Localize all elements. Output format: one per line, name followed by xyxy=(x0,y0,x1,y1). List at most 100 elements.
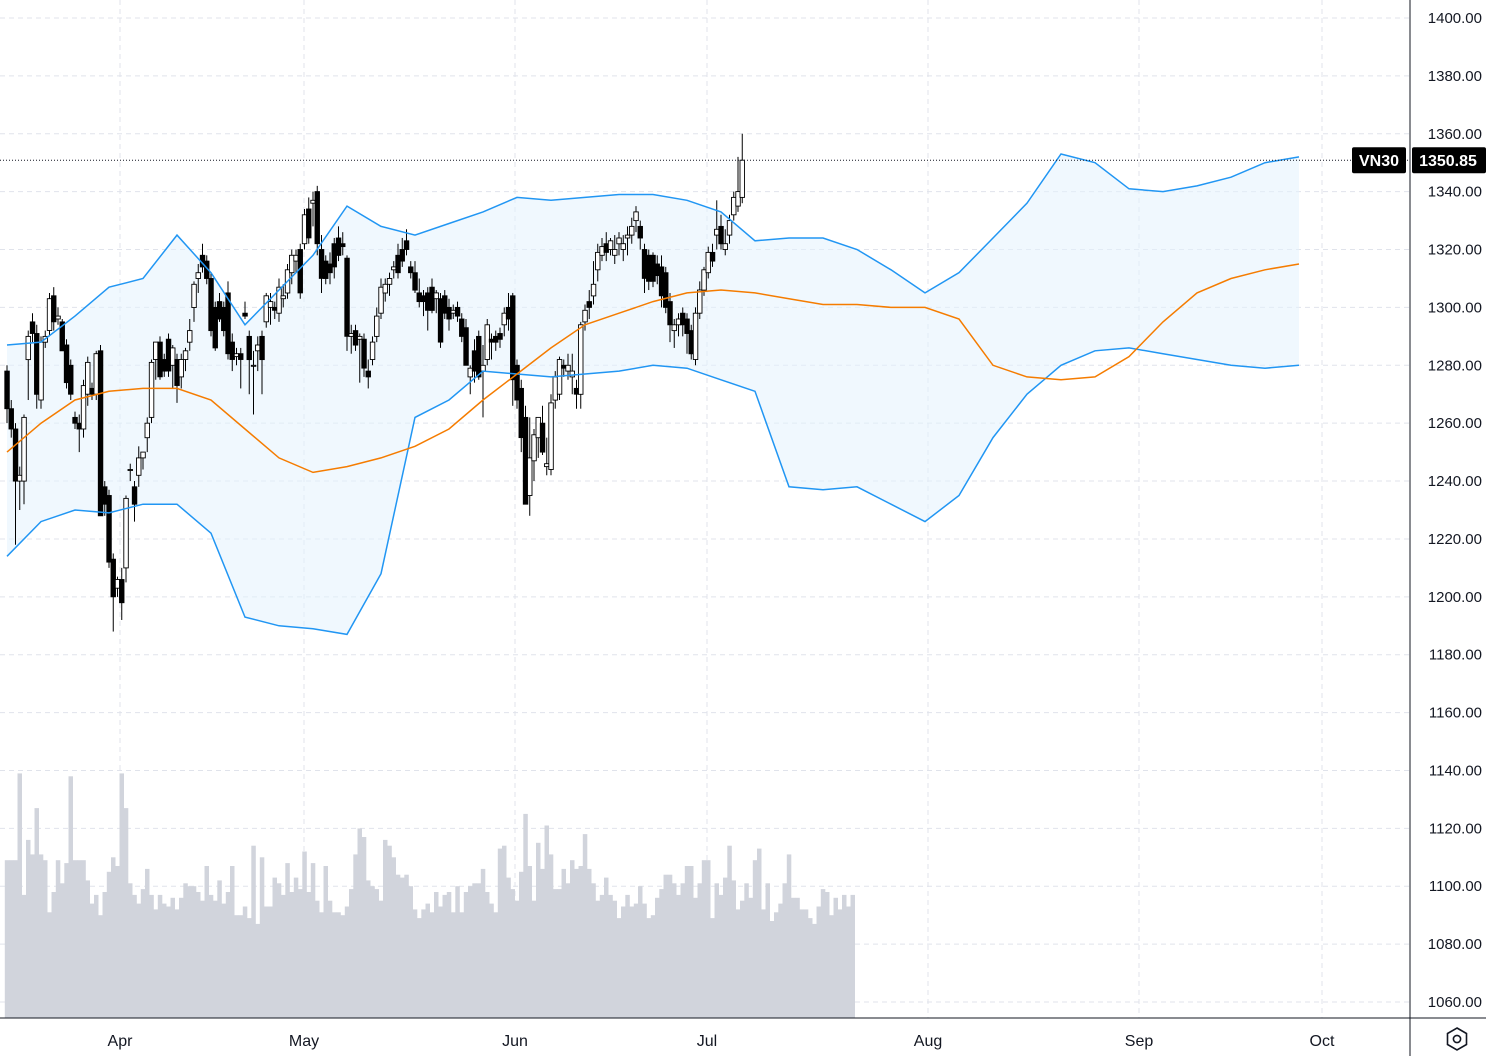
candle-body xyxy=(378,286,384,314)
candle xyxy=(246,330,252,395)
candle xyxy=(97,345,104,517)
volume-bar xyxy=(672,883,677,1018)
volume-bar xyxy=(145,868,150,1018)
candle-body xyxy=(297,249,303,294)
candle xyxy=(399,237,405,267)
volume-bar xyxy=(608,894,613,1018)
y-tick-label: 1100.00 xyxy=(1429,878,1482,895)
candle-body xyxy=(208,278,214,332)
volume-bar xyxy=(497,848,503,1018)
candle xyxy=(578,321,584,409)
volume-bar xyxy=(81,860,86,1018)
candle-body xyxy=(437,298,444,343)
candle-body xyxy=(280,295,286,300)
candle-body xyxy=(272,306,278,311)
volume-bar xyxy=(574,868,579,1018)
candle-body xyxy=(467,367,473,378)
volume-bar xyxy=(306,892,311,1018)
candle-body xyxy=(153,341,159,360)
volume-bar xyxy=(795,897,800,1018)
y-tick-label: 1240.00 xyxy=(1428,473,1482,490)
candle-body xyxy=(671,324,677,332)
candle-body xyxy=(688,330,694,355)
volume-bar xyxy=(429,912,435,1018)
candle-body xyxy=(59,321,65,352)
volume-bar xyxy=(714,883,719,1018)
volume-bar xyxy=(769,921,775,1018)
candle xyxy=(484,318,490,366)
x-axis-ticks[interactable]: Apr May Jun Jul Aug Sep Oct xyxy=(108,1033,1335,1050)
candle xyxy=(476,330,482,380)
candle-body xyxy=(348,333,354,337)
volume-bar xyxy=(353,854,358,1018)
volume-bar xyxy=(17,773,22,1018)
volume-bar xyxy=(735,909,741,1018)
candle-body xyxy=(403,240,410,250)
candle-body xyxy=(680,312,686,326)
volume-bar xyxy=(472,883,477,1018)
settings-button[interactable] xyxy=(1440,1022,1474,1056)
volume-bar xyxy=(272,877,277,1018)
volume-bar xyxy=(786,854,792,1018)
basis-line xyxy=(6,263,1300,474)
candle xyxy=(718,214,724,250)
volume-bar xyxy=(357,828,362,1018)
candle-body xyxy=(365,370,371,378)
volume-bar xyxy=(451,912,456,1018)
candle-body xyxy=(344,257,350,337)
candle xyxy=(395,243,401,279)
candle xyxy=(735,156,741,212)
volume-bar xyxy=(697,883,702,1018)
volume-bar xyxy=(47,912,52,1018)
candle xyxy=(195,264,201,293)
volume-bar xyxy=(391,857,396,1018)
candle-body xyxy=(654,263,660,277)
candle-body xyxy=(178,359,184,378)
volume-bar xyxy=(791,897,796,1018)
candle-body xyxy=(374,315,380,337)
volume-bar xyxy=(327,900,333,1018)
volume-bar xyxy=(425,903,430,1018)
volume-bar xyxy=(761,909,766,1018)
candle xyxy=(671,318,677,348)
volume-bar xyxy=(706,860,711,1018)
volume-bar xyxy=(68,776,73,1018)
candle xyxy=(548,394,554,476)
y-tick-label: 1340.00 xyxy=(1428,184,1482,201)
candle-body xyxy=(395,254,401,274)
volume-bar xyxy=(731,880,736,1018)
volume-bar xyxy=(361,837,367,1018)
volume-bar xyxy=(21,894,27,1018)
candle xyxy=(289,249,295,285)
volume-bar xyxy=(255,923,260,1018)
candle-body xyxy=(25,335,31,361)
candle-body xyxy=(221,306,227,332)
y-axis-ticks[interactable]: 1060.00 1080.00 1100.00 1120.00 1140.00 1160.… xyxy=(1428,10,1482,1011)
candle xyxy=(131,481,138,522)
candle-body xyxy=(263,295,269,323)
volume-bar xyxy=(217,880,222,1018)
candle-body xyxy=(408,266,414,274)
candle-body xyxy=(514,364,520,401)
candle xyxy=(433,290,439,314)
candle-body xyxy=(123,497,129,569)
candle-body xyxy=(225,292,231,355)
candle xyxy=(620,235,626,262)
candle-body xyxy=(182,350,189,360)
volume-bar xyxy=(570,860,575,1018)
volume-bar xyxy=(200,900,205,1018)
candle xyxy=(586,290,592,319)
volume-bar xyxy=(468,886,473,1018)
volume-bar xyxy=(459,912,464,1018)
candle-body xyxy=(306,208,312,239)
volume-bar xyxy=(540,868,545,1018)
candle-body xyxy=(565,364,571,372)
candle-body xyxy=(85,361,91,395)
volume-bar xyxy=(310,863,316,1018)
candle-body xyxy=(17,474,23,482)
candle-body xyxy=(29,321,36,334)
candle xyxy=(637,220,643,250)
candle-body xyxy=(480,364,486,372)
volume-bar xyxy=(247,918,252,1018)
